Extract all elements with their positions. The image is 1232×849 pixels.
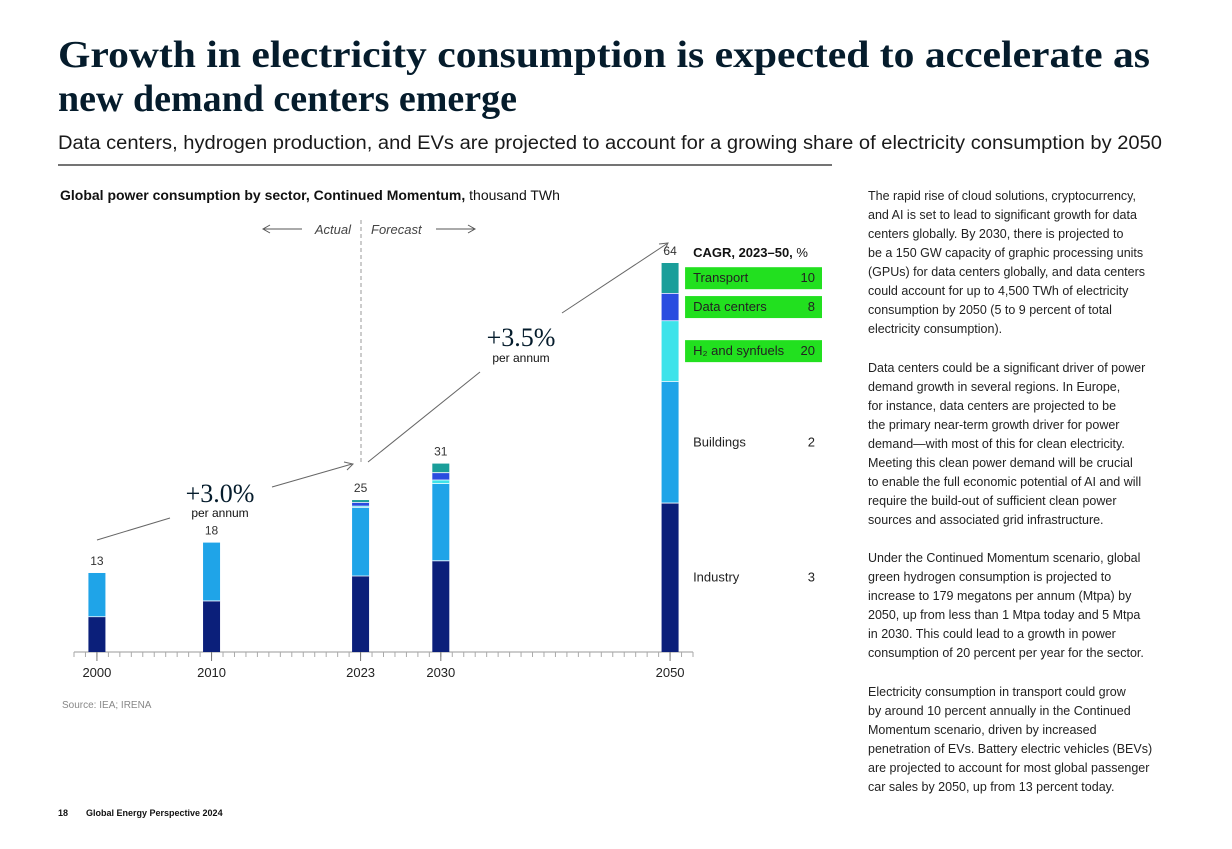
page-subtitle: Data centers, hydrogen production, and E… [58, 133, 1162, 154]
body-line: in 2030. This could lead to a growth in … [868, 627, 1116, 641]
total-label: 13 [90, 554, 104, 568]
bar-segment [661, 381, 679, 504]
bar-segment [352, 500, 370, 503]
body-line: demand—with most of this for clean elect… [868, 437, 1125, 451]
body-line: Momentum scenario, driven by increased [868, 723, 1097, 737]
legend-label: Data centers [693, 299, 767, 314]
legend-value: 3 [808, 570, 815, 585]
legend-highlight [685, 340, 822, 363]
growth-label: +3.0% [186, 479, 255, 508]
page-title: Growth in electricity consumption is exp… [58, 34, 1150, 76]
forecast-label: Forecast [371, 222, 423, 237]
total-label: 31 [434, 445, 448, 459]
growth-label: +3.5% [487, 323, 556, 352]
body-line: consumption by 2050 (5 to 9 percent of t… [868, 303, 1112, 317]
bar-segment [352, 502, 370, 507]
body-line: Data centers could be a significant driv… [868, 361, 1145, 375]
body-line: could account for up to 4,500 TWh of ele… [868, 284, 1129, 298]
legend-label: Transport [693, 270, 749, 285]
body-line: penetration of EVs. Battery electric veh… [868, 742, 1152, 756]
period-arrows [261, 224, 477, 234]
chart-unit: thousand TWh [469, 187, 560, 203]
total-label: 25 [354, 481, 368, 495]
body-line: Electricity consumption in transport cou… [868, 685, 1127, 699]
legend-value: 2 [808, 434, 815, 449]
body-line: are projected to account for most global… [868, 761, 1149, 775]
body-line: require the build-out of sufficient clea… [868, 494, 1117, 508]
body-line: sources and associated grid infrastructu… [868, 513, 1104, 527]
body-text: The rapid rise of cloud solutions, crypt… [868, 189, 1152, 794]
bar-segment [203, 542, 221, 601]
total-label: 18 [205, 524, 219, 538]
source: Source: IEA; IRENA [62, 700, 152, 711]
legend-value: 8 [808, 299, 815, 314]
legend-label: Buildings [693, 434, 746, 449]
growth-note: per annum [191, 506, 248, 520]
bar-segment [432, 483, 450, 561]
chart-title: Global power consumption by sector, Cont… [60, 187, 560, 203]
body-line: Under the Continued Momentum scenario, g… [868, 551, 1140, 565]
body-line: (GPUs) for data centers globally, and da… [868, 265, 1145, 279]
body-line: demand growth in several regions. In Eur… [868, 380, 1120, 394]
legend-highlight [685, 296, 822, 319]
bar-segment [88, 616, 106, 652]
bar-segment [432, 472, 450, 480]
page-title: new demand centers emerge [58, 78, 517, 120]
body-line: green hydrogen consumption is projected … [868, 570, 1111, 584]
x-tick-label: 2023 [346, 665, 375, 680]
bar-segment [88, 572, 106, 617]
page-number: 18 [58, 808, 68, 818]
growth-note: per annum [492, 351, 549, 365]
body-line: by around 10 percent annually in the Con… [868, 704, 1131, 718]
legend-unit: % [796, 245, 808, 260]
bar-segment [432, 463, 450, 473]
bar-segment [352, 576, 370, 652]
x-tick-label: 2030 [426, 665, 455, 680]
legend-label: H₂ and synfuels [693, 343, 785, 358]
body-line: electricity consumption). [868, 322, 1002, 336]
body-line: for instance, data centers are projected… [868, 399, 1116, 413]
body-line: to enable the full economic potential of… [868, 475, 1141, 489]
legend-title: CAGR, 2023–50, % [693, 245, 808, 260]
x-tick-label: 2000 [82, 665, 111, 680]
bar-segment [661, 320, 679, 382]
body-line: increase to 179 megatons per annum (Mtpa… [868, 589, 1132, 603]
legend-highlight [685, 267, 822, 290]
bar-segment [661, 503, 679, 652]
actual-label: Actual [314, 222, 352, 237]
publication: Global Energy Perspective 2024 [86, 808, 223, 818]
bar-segment [352, 506, 370, 508]
chart-title-main: Global power consumption by sector, Cont… [60, 187, 465, 203]
x-tick-label: 2010 [197, 665, 226, 680]
body-line: and AI is set to lead to significant gro… [868, 208, 1137, 222]
legend-label: Industry [693, 570, 740, 585]
legend-value: 10 [801, 270, 815, 285]
x-tick-label: 2050 [656, 665, 685, 680]
body-line: consumption of 20 percent per year for t… [868, 646, 1144, 660]
growth-arrows [96, 242, 669, 541]
body-line: 2050, up from less than 1 Mtpa today and… [868, 608, 1140, 622]
body-line: car sales by 2050, up from 13 percent to… [868, 780, 1114, 794]
body-line: The rapid rise of cloud solutions, crypt… [868, 189, 1136, 203]
body-line: Meeting this clean power demand will be … [868, 456, 1133, 470]
bar-segment [432, 479, 450, 484]
total-label: 64 [663, 244, 677, 258]
bar-segment [432, 560, 450, 652]
body-line: centers globally. By 2030, there is proj… [868, 227, 1124, 241]
bar-segment [203, 600, 221, 652]
body-line: be a 150 GW capacity of graphic processi… [868, 246, 1143, 260]
legend-value: 20 [801, 343, 815, 358]
bar-segment [661, 263, 679, 294]
legend-title-main: CAGR, 2023–50, [693, 245, 793, 260]
bar-segment [352, 507, 370, 577]
bar-segment [661, 293, 679, 321]
body-line: the primary near-term growth driver for … [868, 418, 1119, 432]
